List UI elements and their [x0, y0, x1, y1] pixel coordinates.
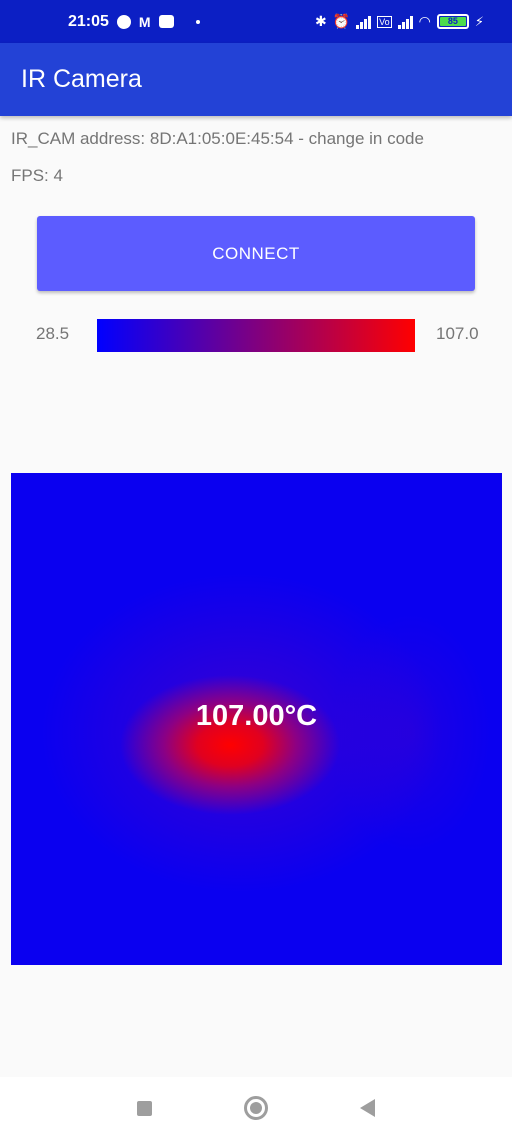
thermal-image: 107.00°C — [11, 473, 502, 965]
alarm-icon: ⏰ — [332, 13, 351, 29]
app-title: IR Camera — [21, 65, 142, 93]
signal-2-icon — [397, 15, 413, 29]
triangle-back-icon — [359, 1099, 375, 1117]
status-left: 21:05 M — [68, 13, 200, 31]
signal-icon — [356, 15, 372, 29]
gmail-icon: M — [138, 13, 151, 30]
max-temperature-label: 107.00°C — [195, 700, 318, 732]
bluetooth-icon: ✱ — [314, 13, 327, 29]
scale-min-label: 28.5 — [36, 324, 70, 343]
wifi-icon: ◠ — [418, 13, 431, 29]
shopping-bag-icon — [158, 15, 174, 28]
battery-icon: 85 — [436, 14, 469, 29]
status-bar: 21:05 M ✱ ⏰ Vo ◠ 85 ⚡ — [0, 0, 512, 43]
color-scale-bar — [97, 319, 415, 352]
app-bar: IR Camera — [0, 43, 512, 116]
battery-level: 85 — [439, 17, 466, 26]
back-button[interactable] — [357, 1098, 377, 1118]
status-time: 21:05 — [68, 12, 109, 30]
navigation-bar — [0, 1077, 512, 1138]
more-notifications-icon — [195, 19, 200, 24]
status-right: ✱ ⏰ Vo ◠ 85 ⚡ — [315, 13, 484, 30]
square-icon — [136, 1100, 152, 1116]
recents-button[interactable] — [134, 1098, 154, 1118]
connect-button[interactable]: CONNECT — [37, 216, 475, 291]
address-text: IR_CAM address: 8D:A1:05:0E:45:54 - chan… — [11, 129, 424, 148]
notification-app-icon — [116, 14, 131, 29]
scale-max-label: 107.0 — [436, 324, 479, 343]
volte-icon: Vo — [377, 15, 392, 28]
fps-text: FPS: 4 — [11, 166, 63, 185]
home-button[interactable] — [243, 1095, 269, 1121]
charging-icon: ⚡ — [474, 13, 484, 29]
circle-icon — [244, 1096, 268, 1120]
